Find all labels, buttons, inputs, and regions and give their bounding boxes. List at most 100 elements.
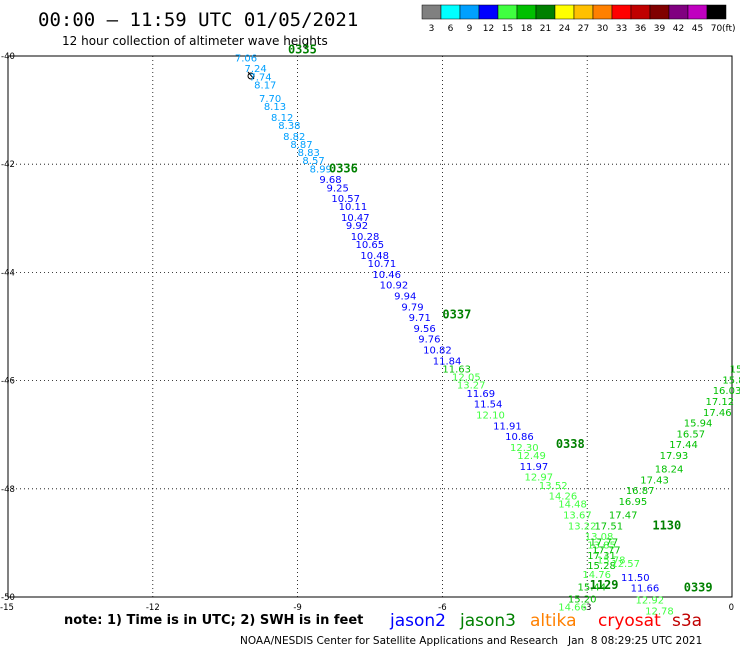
swh-value-label: 17.46 <box>703 408 732 419</box>
satellite-legend-jason3: jason3 <box>459 611 516 631</box>
colorbar-unit: (ft) <box>722 24 736 34</box>
swh-value-label: 13.67 <box>563 511 592 522</box>
swh-value-label: 8.12 <box>271 113 293 124</box>
chart-subtitle: 12 hour collection of altimeter wave hei… <box>62 34 328 48</box>
swh-value-label: 16.87 <box>626 486 655 497</box>
swh-value-label: 8.99 <box>310 164 332 175</box>
swh-value-label: 10.86 <box>505 432 534 443</box>
colorbar-label: 27 <box>578 24 589 34</box>
swh-value-label: 7.24 <box>245 64 267 75</box>
swh-value-label: 15.44 <box>578 583 607 594</box>
swh-value-label: 12.57 <box>611 559 640 570</box>
swh-value-label: 8.82 <box>283 132 305 143</box>
y-tick-label: -40 <box>1 52 15 62</box>
swh-value-label: 8.87 <box>290 140 312 151</box>
swh-value-label: 9.56 <box>413 324 435 335</box>
colorbar-label: 3 <box>429 24 435 34</box>
chart-title: 00:00 – 11:59 UTC 01/05/2021 <box>38 9 358 31</box>
swh-value-label: 17.51 <box>594 521 623 532</box>
swh-value-label: 8.83 <box>298 148 320 159</box>
swh-value-label: 14.26 <box>549 492 578 503</box>
swh-value-label: 14.76 <box>582 570 611 581</box>
swh-value-label: 8.57 <box>302 156 324 167</box>
swh-value-label: 12.05 <box>452 373 481 384</box>
colorbar-label: 45 <box>692 24 703 34</box>
colorbar-legend: 3 6 9 12 15 18 21 24 27 30 33 36 39 42 45 70 (ft) <box>421 4 736 34</box>
colorbar-swatch <box>592 4 613 20</box>
swh-value-label: 12.92 <box>635 595 664 606</box>
swh-value-label: 17.44 <box>669 440 698 451</box>
y-axis-ticks: -50 -48 -46 -44 -42 -40 <box>1 52 15 603</box>
colorbar-label: 70 <box>711 24 723 34</box>
time-label: 1129 <box>590 578 619 592</box>
time-labels: 0335 0336 0337 0338 1130 1129 0339 <box>288 42 713 594</box>
swh-points: 7.067.247.748.17 7.708.138.128.388.828.87… <box>235 53 740 617</box>
swh-value-label: 10.57 <box>331 194 360 205</box>
colorbar-label: 6 <box>448 24 454 34</box>
time-label: 0336 <box>329 161 358 175</box>
y-tick-label: -48 <box>1 485 15 495</box>
swh-value-label: 8.17 <box>254 80 276 91</box>
colorbar-swatch <box>630 4 651 20</box>
satellite-legend-altika: altika <box>530 611 577 631</box>
colorbar-label: 24 <box>559 24 571 34</box>
x-tick-label: -3 <box>583 603 591 613</box>
swh-value-label: 9.76 <box>418 335 440 346</box>
x-tick-label: -6 <box>438 603 446 613</box>
colorbar-swatch <box>611 4 632 20</box>
swh-value-label: 17.12 <box>705 397 734 408</box>
satellite-legend-jason2: jason2 <box>389 611 446 631</box>
colorbar-swatch <box>668 4 689 20</box>
swh-value-label: 9.94 <box>394 291 416 302</box>
swh-value-label: 10.71 <box>368 259 397 270</box>
swh-value-label: 12.78 <box>645 606 674 617</box>
swh-value-label: 11.50 <box>621 573 650 584</box>
swh-value-label: 7.74 <box>249 72 271 83</box>
y-tick-label: -42 <box>1 160 15 170</box>
swh-value-label: 8.38 <box>278 121 300 132</box>
swh-value-label: 13.27 <box>457 381 486 392</box>
swh-value-label: 9.25 <box>327 183 349 194</box>
time-label: 1130 <box>652 518 681 532</box>
swh-value-label: 17.77 <box>592 546 621 557</box>
swh-value-label: 17.93 <box>660 451 689 462</box>
swh-value-label: 11.54 <box>474 400 503 411</box>
track-start-marker <box>247 71 255 80</box>
colorbar-label: 30 <box>597 24 609 34</box>
swh-value-label: 10.65 <box>356 240 385 251</box>
plot-frame <box>7 55 733 598</box>
swh-value-label: 14.48 <box>558 500 587 511</box>
colorbar-swatch <box>687 4 708 20</box>
swh-value-label: 16.57 <box>676 429 705 440</box>
colorbar-label: 9 <box>467 24 473 34</box>
swh-value-label: 13.08 <box>585 532 614 543</box>
swh-value-label: 16.95 <box>619 497 648 508</box>
colorbar-label: 21 <box>540 24 551 34</box>
y-tick-label: -46 <box>1 377 15 387</box>
swh-value-label: 13.85 <box>587 540 616 551</box>
swh-value-label: 7.06 <box>235 53 257 64</box>
colorbar-label: 36 <box>635 24 647 34</box>
colorbar-label: 12 <box>483 24 494 34</box>
colorbar-label: 42 <box>673 24 684 34</box>
swh-value-label: 12.10 <box>476 410 505 421</box>
swh-value-label: 15.28 <box>587 561 616 572</box>
swh-value-label: 18.24 <box>655 465 684 476</box>
colorbar-label: 15 <box>502 24 513 34</box>
satellite-legend-cryosat: cryosat <box>598 611 661 631</box>
colorbar-swatch <box>573 4 594 20</box>
note-text: note: 1) Time is in UTC; 2) SWH is in fe… <box>64 613 363 628</box>
swh-value-label: 10.28 <box>351 232 380 243</box>
swh-value-label: 15 <box>730 364 740 375</box>
plot-grid <box>8 56 732 597</box>
time-label: 0339 <box>684 581 713 595</box>
colorbar-swatch <box>478 4 499 20</box>
colorbar-swatch <box>440 4 461 20</box>
swh-value-label: 8.13 <box>264 102 286 113</box>
colorbar-label: 33 <box>616 24 627 34</box>
swh-value-label: 10.47 <box>341 213 370 224</box>
swh-value-label: 17.47 <box>609 511 638 522</box>
swh-value-label: 12.30 <box>510 443 539 454</box>
swh-value-label: 11.97 <box>520 462 549 473</box>
swh-value-label: 16.03 <box>713 386 740 397</box>
